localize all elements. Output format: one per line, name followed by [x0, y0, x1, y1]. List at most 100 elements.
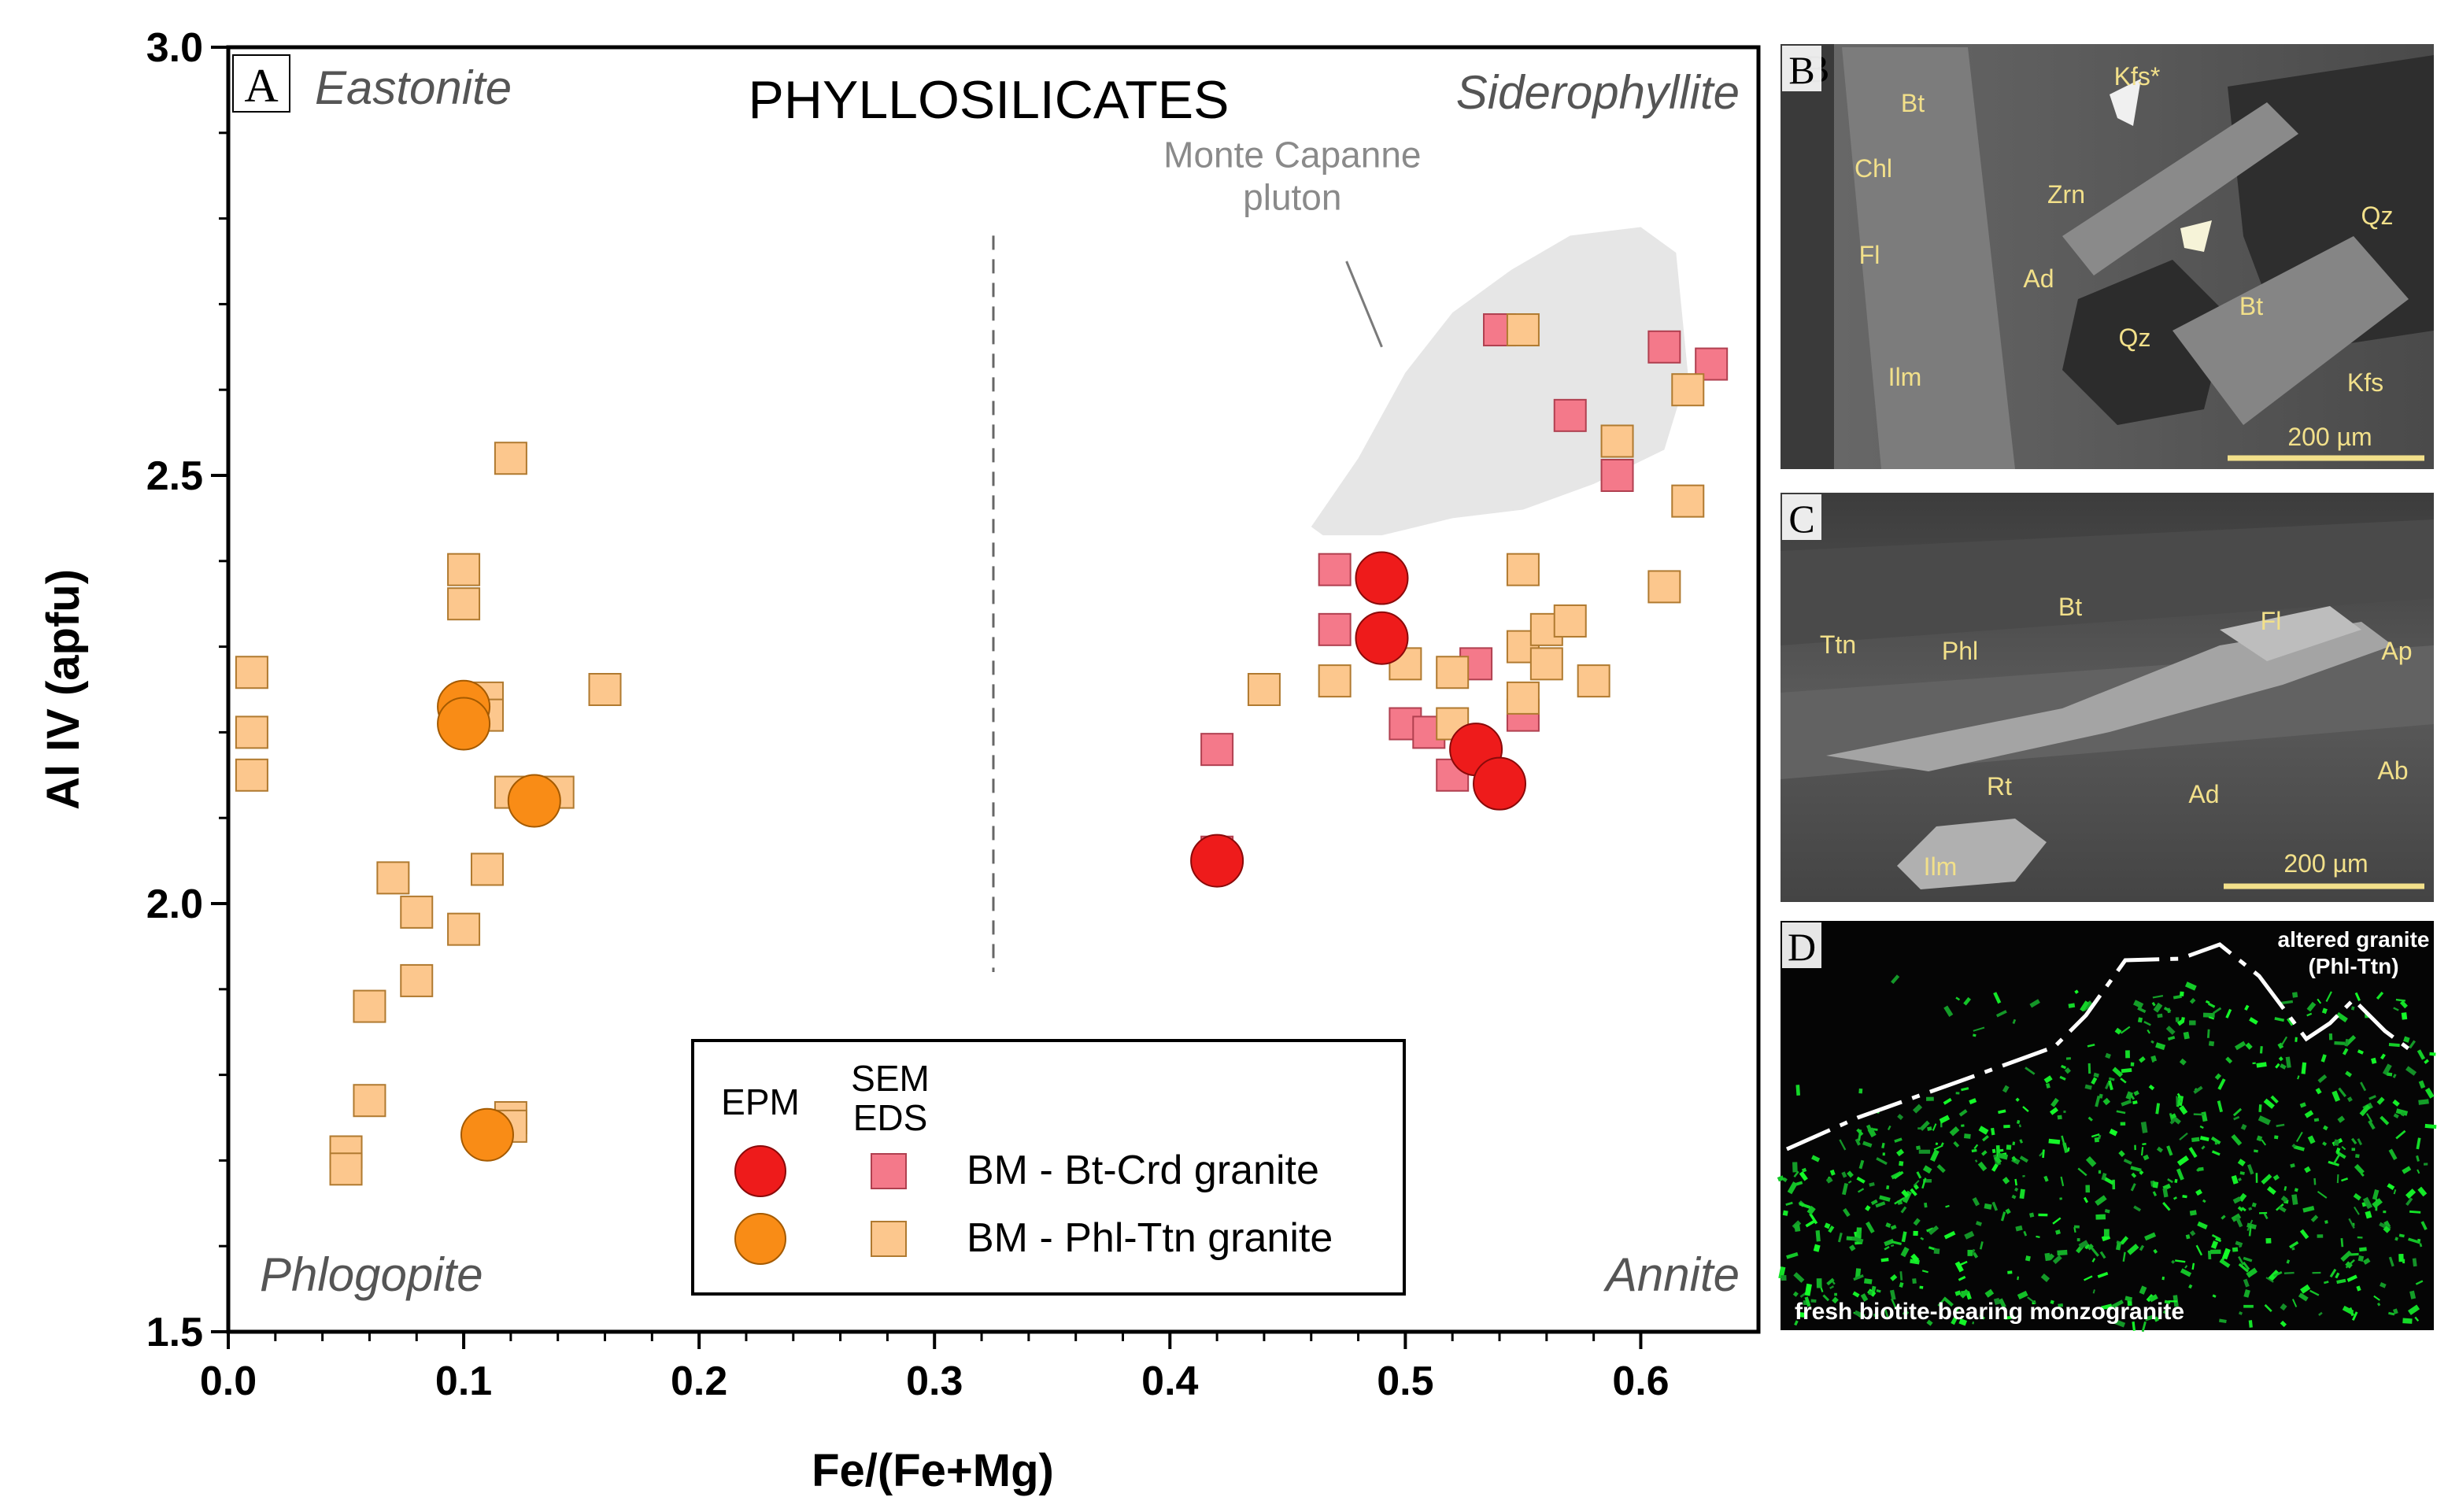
data-point-circle	[1473, 756, 1527, 811]
green-grain	[2261, 1174, 2272, 1185]
green-grain	[2122, 1251, 2126, 1262]
panel-b-mineral-label: Qz	[2119, 323, 2151, 352]
data-point-square	[1318, 553, 1352, 586]
field-label-line2: pluton	[1243, 177, 1341, 218]
green-grain	[1860, 1293, 1869, 1302]
green-grain	[1866, 1221, 1875, 1234]
green-grain	[2356, 1285, 2361, 1292]
green-grain	[2302, 1205, 2315, 1213]
green-grain	[1981, 1150, 1988, 1156]
green-grain	[2336, 1278, 2346, 1285]
green-grain	[2134, 1144, 2136, 1151]
green-grain	[1900, 1206, 1907, 1214]
green-grain	[2235, 1240, 2243, 1247]
green-grain	[1890, 1225, 1897, 1230]
green-grain	[2002, 1177, 2010, 1185]
green-grain	[2019, 1139, 2024, 1144]
green-grain	[1891, 1298, 1898, 1311]
green-grain	[1882, 1152, 1885, 1156]
green-grain	[2266, 1185, 2276, 1196]
green-grain	[2018, 1124, 2021, 1128]
green-grain	[2376, 1302, 2381, 1307]
green-grain	[2376, 991, 2384, 1000]
green-grain	[2153, 1002, 2163, 1013]
green-grain	[2189, 997, 2196, 1004]
green-grain	[2176, 1155, 2190, 1166]
green-grain	[1887, 1125, 1891, 1131]
green-grain	[2234, 1041, 2246, 1051]
green-grain	[2317, 1190, 2328, 1199]
green-grain	[1973, 1026, 1985, 1032]
green-grain	[1964, 1230, 1975, 1240]
green-grain	[2130, 1062, 2135, 1067]
green-grain	[1881, 1142, 1885, 1149]
green-grain	[2424, 1087, 2435, 1099]
green-grain	[2210, 1136, 2221, 1145]
corner-label-annite: Annite	[1603, 1248, 1740, 1301]
green-grain	[2232, 1196, 2242, 1204]
green-grain	[1834, 1292, 1837, 1296]
green-grain	[1804, 1283, 1812, 1296]
green-grain	[2280, 1000, 2294, 1005]
data-point-square	[1553, 604, 1587, 638]
green-grain	[2019, 1155, 2028, 1163]
green-grain	[2175, 1259, 2186, 1263]
panel-b-mineral-label: Chl	[1854, 154, 1892, 183]
green-grain	[1832, 1296, 1839, 1304]
panel-b-mineral-label: Kfs	[2347, 368, 2383, 397]
green-grain	[1842, 1182, 1848, 1196]
data-point-square	[1436, 656, 1470, 689]
green-grain	[2002, 1085, 2010, 1093]
green-grain	[1785, 1201, 1793, 1207]
data-point-square	[1553, 398, 1587, 432]
green-grain	[2061, 1064, 2066, 1070]
data-point-circle	[1190, 834, 1244, 888]
green-grain	[1910, 1253, 1920, 1262]
green-grain	[1781, 1274, 1787, 1281]
panel-b-mineral-label: Bt	[1901, 89, 1925, 117]
green-grain	[2393, 1189, 2397, 1195]
green-grain	[2380, 1115, 2390, 1126]
panel-c-mineral-label: Fl	[2261, 607, 2282, 635]
panel-c-sem-image: C Bt Ttn Phl Fl Ap Rt Ad Ab Ilm 200 µm	[1781, 493, 2434, 902]
green-grain	[2351, 1148, 2356, 1152]
green-grain	[2114, 1027, 2122, 1035]
green-grain	[1801, 1167, 1807, 1173]
green-grain	[2105, 1081, 2110, 1090]
data-point-circle	[1355, 611, 1409, 665]
green-grain	[2272, 1174, 2280, 1181]
panel-c-mineral-labels: Bt Ttn Phl Fl Ap Rt Ad Ab Ilm	[1820, 593, 2413, 881]
green-grain	[1974, 1159, 1978, 1163]
green-grain	[2338, 1087, 2347, 1098]
green-grain	[2084, 1275, 2093, 1281]
green-grain	[2176, 1168, 2184, 1181]
data-point-square	[400, 963, 434, 997]
green-grain	[2139, 1244, 2145, 1251]
data-point-square	[470, 852, 504, 886]
green-grain	[2212, 1007, 2222, 1015]
green-grain	[1825, 1177, 1833, 1184]
green-grain	[2393, 1113, 2399, 1119]
green-grain	[2064, 1067, 2072, 1074]
plot-frame	[226, 45, 1761, 1334]
green-grain	[1897, 1114, 1904, 1120]
green-grain	[2398, 1253, 2404, 1262]
green-grain	[2120, 1236, 2129, 1245]
green-grain	[1935, 1142, 1939, 1146]
green-grain	[1884, 1245, 1890, 1251]
green-grain	[2415, 1280, 2424, 1285]
green-grain	[2115, 1242, 2121, 1251]
green-grain	[1993, 992, 2002, 1004]
green-grain	[2429, 1052, 2436, 1056]
green-grain	[1876, 1157, 1888, 1166]
green-grain	[1793, 1272, 1805, 1283]
green-grain	[2388, 1042, 2400, 1048]
panel-d-alteration-boundary	[1785, 942, 2418, 1152]
green-grain	[2258, 1115, 2271, 1126]
green-grain	[2354, 1163, 2365, 1175]
panel-c-mineral-label: Rt	[1987, 772, 2012, 800]
green-grain	[2395, 1129, 2406, 1140]
green-grain	[2294, 1188, 2298, 1192]
green-grain	[2424, 1059, 2429, 1064]
green-grain	[2179, 1132, 2188, 1141]
